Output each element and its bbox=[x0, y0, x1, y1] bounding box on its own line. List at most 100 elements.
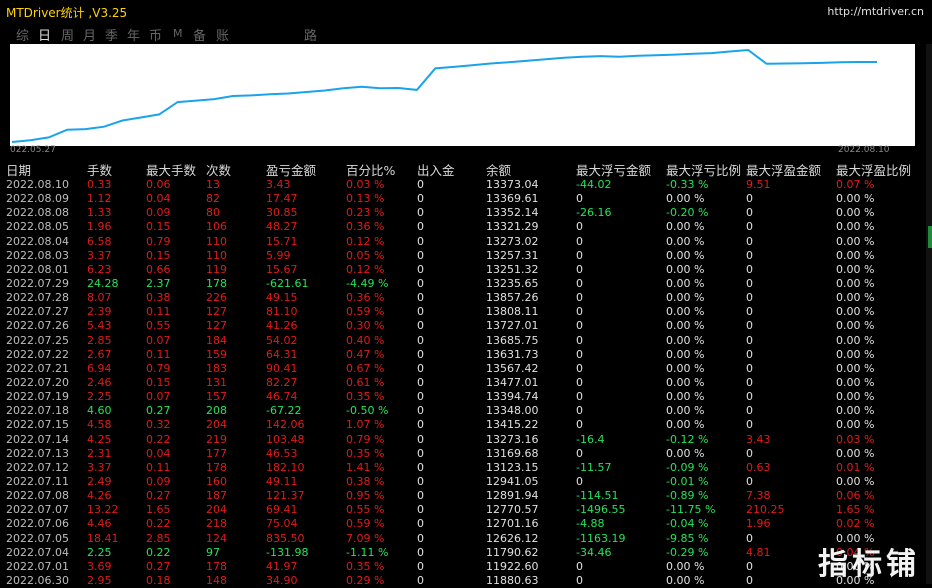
tab-year[interactable]: 年 bbox=[127, 29, 141, 44]
table-cell: -0.29 % bbox=[666, 545, 709, 559]
table-row[interactable]: 2022.07.07 13.22 1.65 204 69.41 0.55 % 0 12770.… bbox=[0, 503, 925, 517]
table-cell: 2022.07.13 bbox=[6, 446, 69, 460]
table-cell: 7.09 % bbox=[346, 531, 385, 545]
table-cell: -1496.55 bbox=[576, 503, 626, 517]
table-row[interactable]: 2022.07.25 2.85 0.07 184 54.02 0.40 % 0 13685.7… bbox=[0, 334, 925, 348]
table-cell: 2.31 bbox=[87, 446, 112, 460]
table-cell: -11.75 % bbox=[666, 503, 716, 517]
table-cell: 0.47 % bbox=[346, 347, 385, 361]
chart-start-date: 022.05.27 bbox=[10, 145, 56, 155]
table-row[interactable]: 2022.08.08 1.33 0.09 80 30.85 0.23 % 0 13352.14… bbox=[0, 206, 925, 220]
table-row[interactable]: 2022.08.03 3.37 0.15 110 5.99 0.05 % 0 13257.31… bbox=[0, 249, 925, 263]
table-cell: 0.27 bbox=[146, 559, 171, 573]
table-row[interactable]: 2022.07.05 18.41 2.85 124 835.50 7.09 % 0 12626… bbox=[0, 532, 925, 546]
table-cell: 0 bbox=[746, 474, 753, 488]
table-cell: 41.26 bbox=[266, 319, 298, 333]
table-cell: 2022.08.09 bbox=[6, 192, 69, 206]
tab-notes[interactable]: 备 bbox=[193, 29, 207, 44]
table-cell: 0.12 % bbox=[346, 234, 385, 248]
table-cell: 3.37 bbox=[87, 248, 112, 262]
tab-month[interactable]: 月 bbox=[83, 29, 97, 44]
table-row[interactable]: 2022.08.01 6.23 0.66 119 15.67 0.12 % 0 13251.3… bbox=[0, 263, 925, 277]
table-cell: 34.90 bbox=[266, 573, 298, 587]
equity-line bbox=[11, 48, 877, 143]
table-row[interactable]: 2022.07.11 2.49 0.09 160 49.11 0.38 % 0 12941.0… bbox=[0, 475, 925, 489]
table-cell: 0.00 % bbox=[836, 474, 875, 488]
table-row[interactable]: 2022.07.22 2.67 0.11 159 64.31 0.47 % 0 13631.7… bbox=[0, 348, 925, 362]
table-row[interactable]: 2022.07.08 4.26 0.27 187 121.37 0.95 % 0 12891.… bbox=[0, 489, 925, 503]
table-cell: 2022.08.04 bbox=[6, 234, 69, 248]
table-row[interactable]: 2022.07.20 2.46 0.15 131 82.27 0.61 % 0 13477.0… bbox=[0, 376, 925, 390]
table-cell: 177 bbox=[206, 446, 227, 460]
table-cell: 0 bbox=[417, 559, 424, 573]
tab-overview[interactable]: 综 bbox=[16, 29, 30, 44]
table-cell: 160 bbox=[206, 474, 227, 488]
table-row[interactable]: 2022.07.14 4.25 0.22 219 103.48 0.79 % 0 13273.… bbox=[0, 433, 925, 447]
table-cell: 110 bbox=[206, 234, 227, 248]
table-row[interactable]: 2022.08.05 1.96 0.15 106 48.27 0.36 % 0 13321.2… bbox=[0, 220, 925, 234]
table-cell: 0.40 % bbox=[346, 333, 385, 347]
table-row[interactable]: 2022.07.19 2.25 0.07 157 46.74 0.35 % 0 13394.7… bbox=[0, 390, 925, 404]
table-cell: 0.00 % bbox=[666, 404, 705, 418]
table-row[interactable]: 2022.07.26 5.43 0.55 127 41.26 0.30 % 0 13727.0… bbox=[0, 319, 925, 333]
table-cell: 13321.29 bbox=[486, 220, 539, 234]
table-cell: 64.31 bbox=[266, 347, 298, 361]
tab-week[interactable]: 周 bbox=[61, 29, 75, 44]
table-row[interactable]: 2022.08.04 6.58 0.79 110 15.71 0.12 % 0 13273.0… bbox=[0, 235, 925, 249]
tab-quarter[interactable]: 季 bbox=[105, 29, 119, 44]
scrollbar-thumb[interactable] bbox=[928, 226, 932, 248]
table-cell: 8.07 bbox=[87, 291, 112, 305]
tab-currency[interactable]: 币 bbox=[149, 29, 163, 44]
table-row[interactable]: 2022.07.21 6.94 0.79 183 90.41 0.67 % 0 13567.4… bbox=[0, 362, 925, 376]
table-cell: 226 bbox=[206, 291, 227, 305]
table-row[interactable]: 2022.07.04 2.25 0.22 97 -131.98 -1.11 % 0 11790… bbox=[0, 546, 925, 560]
table-cell: 0 bbox=[576, 333, 583, 347]
table-row[interactable]: 2022.07.29 24.28 2.37 178 -621.61 -4.49 % 0 132… bbox=[0, 277, 925, 291]
table-row[interactable]: 2022.07.28 8.07 0.38 226 49.15 0.36 % 0 13857.2… bbox=[0, 291, 925, 305]
table-cell: 0.22 bbox=[146, 517, 171, 531]
table-row[interactable]: 2022.07.15 4.58 0.32 204 142.06 1.07 % 0 13415.… bbox=[0, 418, 925, 432]
tab-magic[interactable]: M bbox=[173, 27, 183, 40]
table-row[interactable]: 2022.07.13 2.31 0.04 177 46.53 0.35 % 0 13169.6… bbox=[0, 447, 925, 461]
table-cell: 1.41 % bbox=[346, 460, 385, 474]
table-cell: 1.65 % bbox=[836, 503, 875, 517]
table-cell: 0.67 % bbox=[346, 361, 385, 375]
table-cell: 131 bbox=[206, 375, 227, 389]
tab-day[interactable]: 日 bbox=[38, 29, 52, 44]
table-cell: 1.65 bbox=[146, 503, 171, 517]
table-row[interactable]: 2022.07.12 3.37 0.11 178 182.10 1.41 % 0 13123.… bbox=[0, 461, 925, 475]
table-body: 2022.08.10 0.33 0.06 13 3.43 0.03 % 0 13373.04 -… bbox=[0, 178, 925, 588]
table-row[interactable]: 2022.08.09 1.12 0.04 82 17.47 0.13 % 0 13369.61… bbox=[0, 192, 925, 206]
table-cell: 13235.65 bbox=[486, 276, 539, 290]
table-row[interactable]: 2022.08.10 0.33 0.06 13 3.43 0.03 % 0 13373.04 -… bbox=[0, 178, 925, 192]
table-row[interactable]: 2022.07.27 2.39 0.11 127 81.10 0.59 % 0 13808.1… bbox=[0, 305, 925, 319]
table-cell: 0 bbox=[417, 404, 424, 418]
table-cell: 0.00 % bbox=[836, 305, 875, 319]
table-cell: 41.97 bbox=[266, 559, 298, 573]
table-cell: 0 bbox=[417, 489, 424, 503]
table-cell: 159 bbox=[206, 347, 227, 361]
table-row[interactable]: 2022.06.30 2.95 0.18 148 34.90 0.29 % 0 11880.6… bbox=[0, 574, 925, 588]
table-cell: 0 bbox=[746, 276, 753, 290]
table-cell: 0.05 % bbox=[346, 248, 385, 262]
table-row[interactable]: 2022.07.18 4.60 0.27 208 -67.22 -0.50 % 0 13348… bbox=[0, 404, 925, 418]
table-cell: 0 bbox=[417, 446, 424, 460]
table-cell: 0 bbox=[746, 404, 753, 418]
table-cell: 0.06 % bbox=[836, 489, 875, 503]
table-cell: 0.66 bbox=[146, 262, 171, 276]
table-row[interactable]: 2022.07.01 3.69 0.27 178 41.97 0.35 % 0 11922.6… bbox=[0, 560, 925, 574]
table-cell: 1.96 bbox=[87, 220, 112, 234]
table-cell: 0.00 % bbox=[666, 192, 705, 206]
table-cell: 0.01 % bbox=[836, 460, 875, 474]
table-cell: 2.25 bbox=[87, 545, 112, 559]
table-cell: 0 bbox=[576, 418, 583, 432]
vertical-scrollbar[interactable] bbox=[926, 44, 932, 584]
table-cell: -67.22 bbox=[266, 404, 302, 418]
table-cell: 0 bbox=[576, 390, 583, 404]
table-cell: 0 bbox=[417, 432, 424, 446]
table-cell: 0.23 % bbox=[346, 206, 385, 220]
table-cell: 0 bbox=[576, 559, 583, 573]
table-cell: 46.53 bbox=[266, 446, 298, 460]
table-row[interactable]: 2022.07.06 4.46 0.22 218 75.04 0.59 % 0 12701.1… bbox=[0, 517, 925, 531]
website-link[interactable]: http://mtdriver.cn bbox=[827, 5, 924, 18]
